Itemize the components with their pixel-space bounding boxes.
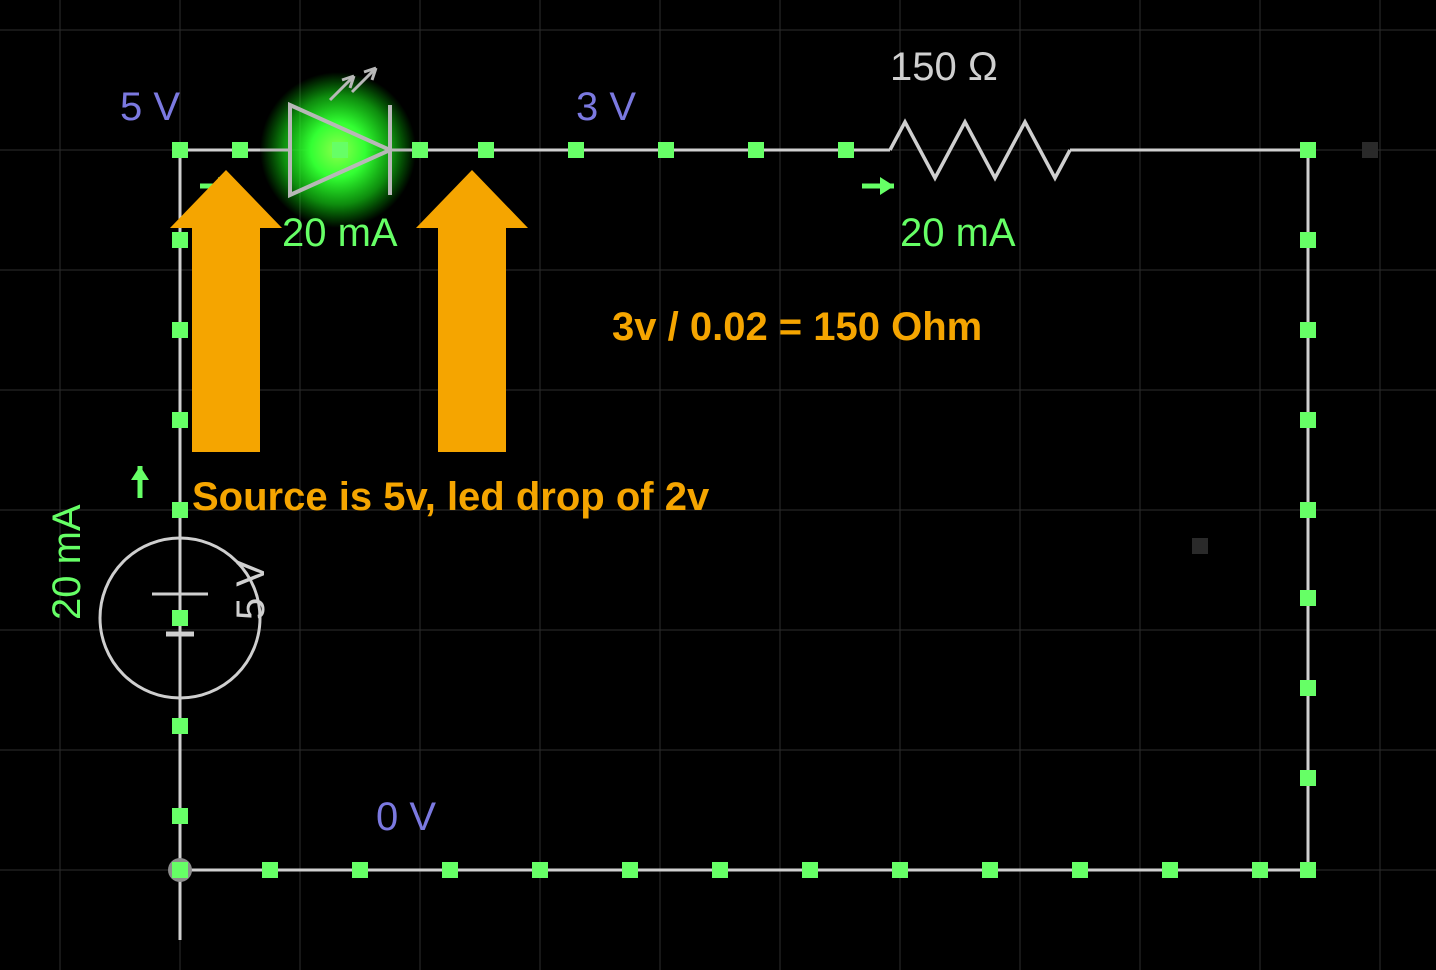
source-current-label: 20 mA	[45, 504, 89, 620]
circuit-canvas: 5 V 3 V 0 V 150 Ω 20 mA 20 mA 20 mA 5 V …	[0, 0, 1436, 970]
led-current-label: 20 mA	[282, 211, 398, 255]
formula-annotation: 3v / 0.02 = 150 Ohm	[612, 305, 982, 349]
voltage-0v-label: 0 V	[376, 795, 436, 839]
resistor-value-label: 150 Ω	[890, 45, 998, 89]
source-value-label: 5 V	[229, 560, 273, 620]
voltage-3v-label: 3 V	[576, 85, 636, 129]
source-note-annotation: Source is 5v, led drop of 2v	[192, 475, 710, 519]
resistor-current-label: 20 mA	[900, 211, 1016, 255]
voltage-5v-label: 5 V	[120, 85, 180, 129]
